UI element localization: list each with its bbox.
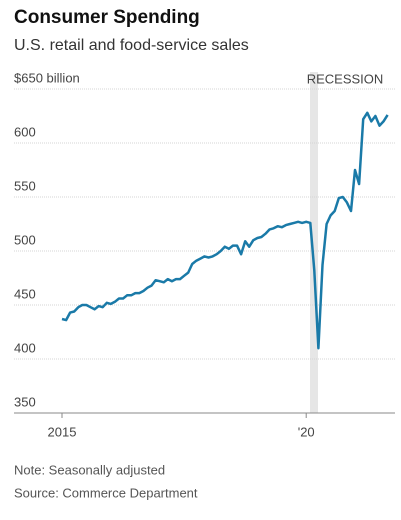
note: Note: Seasonally adjusted (14, 462, 165, 477)
chart-title: Consumer Spending (14, 7, 200, 28)
data-line (61, 111, 389, 350)
recession-band (310, 72, 318, 413)
chart-subtitle: U.S. retail and food-service sales (14, 37, 249, 54)
recession-label: RECESSION (307, 71, 384, 86)
x-tick-label: '20 (298, 424, 315, 439)
y-tick-label: $650 billion (14, 70, 80, 85)
y-tick-label: 550 (14, 178, 36, 193)
y-tick-label: 350 (14, 394, 36, 409)
y-tick-label: 450 (14, 286, 36, 301)
source: Source: Commerce Department (14, 485, 198, 500)
y-tick-label: 600 (14, 124, 36, 139)
y-tick-label: 500 (14, 232, 36, 247)
x-tick-label: 2015 (48, 424, 77, 439)
y-tick-label: 400 (14, 340, 36, 355)
